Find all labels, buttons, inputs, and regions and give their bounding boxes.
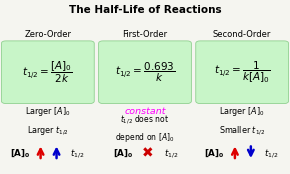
Text: The Half-Life of Reactions: The Half-Life of Reactions <box>69 5 221 15</box>
FancyBboxPatch shape <box>99 41 191 104</box>
Text: ✖: ✖ <box>142 146 154 160</box>
Text: $t_{1/2}$: $t_{1/2}$ <box>70 147 84 160</box>
FancyBboxPatch shape <box>196 41 289 104</box>
Text: $t_{1/2} = \dfrac{[A]_0}{2k}$: $t_{1/2} = \dfrac{[A]_0}{2k}$ <box>23 60 73 85</box>
Text: $t_{1/2}$: $t_{1/2}$ <box>164 147 178 160</box>
Text: Zero-Order: Zero-Order <box>24 30 71 39</box>
Text: $t_{1/2} = \dfrac{0.693}{k}$: $t_{1/2} = \dfrac{0.693}{k}$ <box>115 61 175 84</box>
Text: $t_{1/2}$: $t_{1/2}$ <box>264 147 278 160</box>
Text: $t_{1/2} = \dfrac{1}{k[A]_0}$: $t_{1/2} = \dfrac{1}{k[A]_0}$ <box>214 60 271 85</box>
Text: Larger $t_{1/2}$: Larger $t_{1/2}$ <box>27 124 69 137</box>
Text: $\bf{[A]_0}$: $\bf{[A]_0}$ <box>204 147 225 159</box>
Text: constant: constant <box>124 107 166 116</box>
Text: $t_{1/2}$ does not
depend on $[A]_0$: $t_{1/2}$ does not depend on $[A]_0$ <box>115 114 175 144</box>
Text: Second-Order: Second-Order <box>213 30 271 39</box>
Text: Smaller $t_{1/2}$: Smaller $t_{1/2}$ <box>219 124 265 137</box>
Text: First-Order: First-Order <box>122 30 168 39</box>
Text: $\bf{[A]_0}$: $\bf{[A]_0}$ <box>10 147 31 159</box>
Text: Larger $[A]_0$: Larger $[A]_0$ <box>220 105 265 118</box>
Text: $\bf{[A]_0}$: $\bf{[A]_0}$ <box>113 147 134 159</box>
FancyBboxPatch shape <box>1 41 94 104</box>
Text: Larger $[A]_0$: Larger $[A]_0$ <box>25 105 70 118</box>
